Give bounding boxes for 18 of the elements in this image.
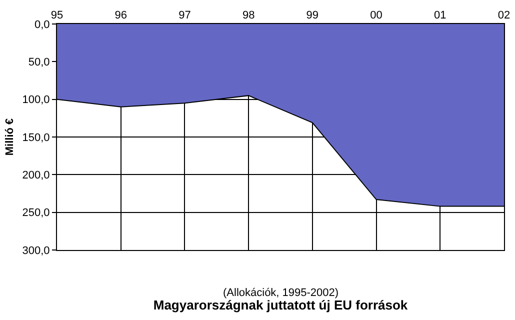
x-tick-label: 95 — [50, 10, 64, 22]
text: Magyarországnak juttatott új EU források — [153, 298, 408, 313]
y-tick-label: 250,0 — [22, 207, 50, 220]
y-tick-label: 200,0 — [22, 170, 50, 182]
y-axis-title: Millió € — [4, 118, 16, 156]
text: (Allokációk, 1995-2002) — [223, 287, 339, 299]
x-tick-label: 97 — [178, 10, 191, 22]
y-tick-label: 300,0 — [22, 244, 50, 257]
y-tick-label: 150,0 — [22, 132, 50, 144]
y-tick-label: 50,0 — [28, 56, 50, 69]
x-tick-label: 99 — [306, 10, 319, 22]
x-tick-label: 96 — [114, 10, 127, 22]
x-tick-label: 01 — [434, 10, 446, 22]
x-tick-label: 02 — [498, 10, 510, 22]
y-tick-label: 0,0 — [34, 18, 50, 31]
x-tick-label: 98 — [242, 10, 255, 22]
x-tick-label: 00 — [370, 10, 382, 22]
y-tick-label: 100,0 — [22, 94, 50, 106]
